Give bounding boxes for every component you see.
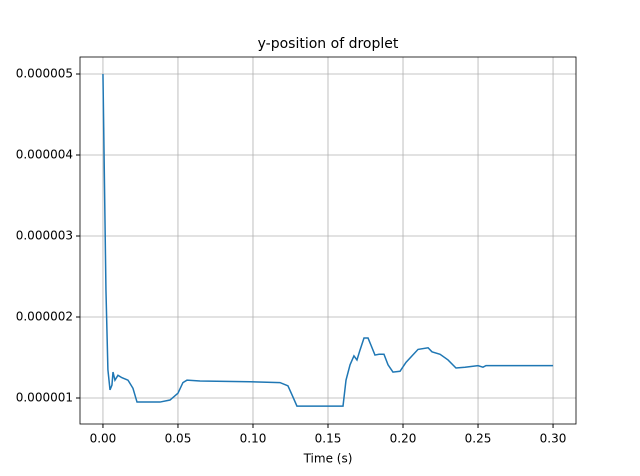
y-tick-label: 0.000003: [16, 229, 73, 243]
y-tick-label: 0.000001: [16, 390, 73, 404]
data-line: [102, 73, 554, 407]
x-axis-label: Time (s): [303, 452, 353, 466]
y-tick-label: 0.000005: [16, 67, 73, 81]
x-tick-label: 0.20: [390, 432, 417, 446]
y-tick-label: 0.000002: [16, 310, 73, 324]
x-tick-label: 0.25: [465, 432, 492, 446]
x-tick-label: 0.05: [165, 432, 192, 446]
x-tick-label: 0.00: [90, 432, 117, 446]
plot-frame: [79, 56, 577, 425]
x-tick-label: 0.10: [240, 432, 267, 446]
x-tick-label: 0.30: [540, 432, 567, 446]
x-tick-label: 0.15: [315, 432, 342, 446]
y-tick-label: 0.000004: [16, 148, 73, 162]
chart-title: y-position of droplet: [258, 36, 399, 52]
